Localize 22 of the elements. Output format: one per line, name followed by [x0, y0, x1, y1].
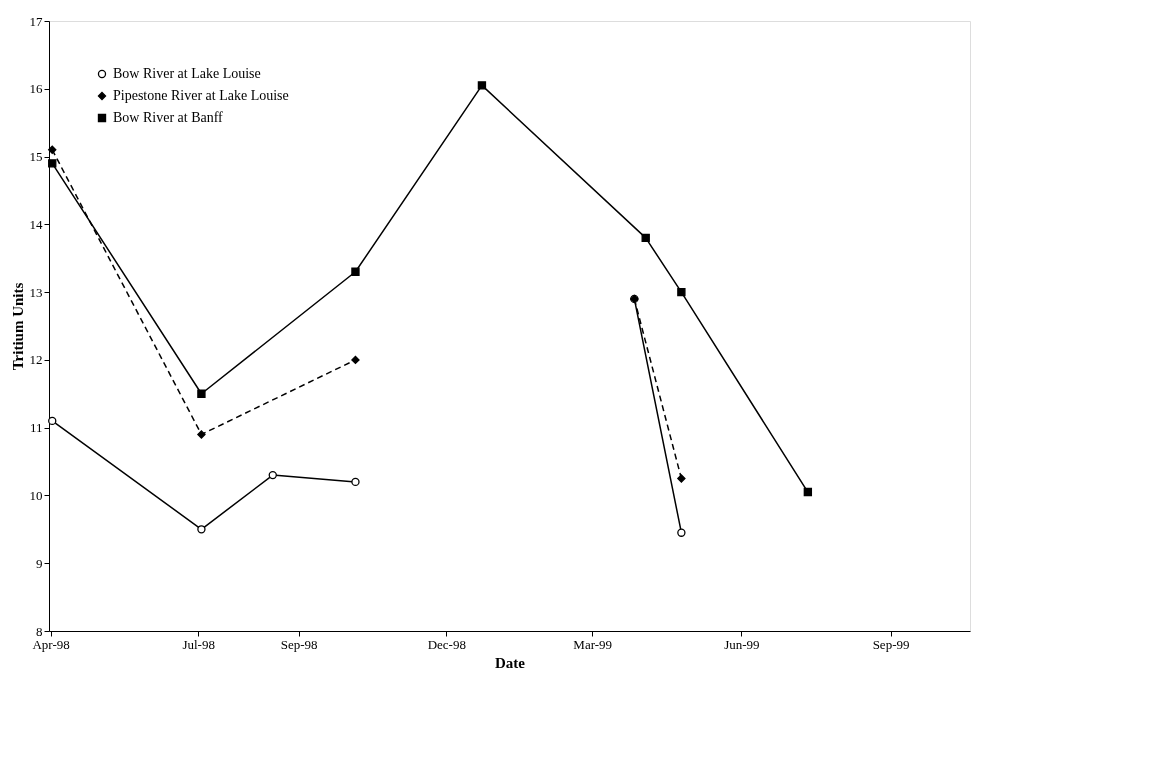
y-tick-label: 8	[36, 623, 43, 639]
x-tick-label: Sep-98	[280, 636, 318, 652]
y-tick-label: 14	[29, 216, 43, 232]
y-tick-label: 10	[29, 487, 43, 503]
y-tick-label: 13	[29, 284, 43, 300]
y-tick-label: 15	[29, 149, 43, 165]
legend-label: Pipestone River at Lake Louise	[113, 88, 289, 103]
x-tick-label: Mar-99	[573, 636, 613, 652]
y-axis-title: Tritium Units	[9, 282, 26, 371]
legend-label: Bow River at Banff	[113, 110, 224, 125]
y-tick-label: 12	[29, 352, 43, 368]
x-axis-title: Date	[495, 654, 526, 671]
y-tick-label: 17	[29, 13, 43, 29]
y-tick-label: 11	[29, 420, 43, 436]
y-tick-label: 16	[29, 81, 43, 97]
x-tick-label: Jul-98	[182, 636, 215, 652]
x-tick-label: Dec-98	[427, 636, 466, 652]
legend-label: Bow River at Lake Louise	[113, 66, 261, 81]
x-tick-label: Jun-99	[724, 636, 760, 652]
y-tick-label: 9	[36, 555, 43, 571]
x-tick-label: Sep-99	[872, 636, 910, 652]
x-tick-label: Apr-98	[32, 636, 70, 652]
